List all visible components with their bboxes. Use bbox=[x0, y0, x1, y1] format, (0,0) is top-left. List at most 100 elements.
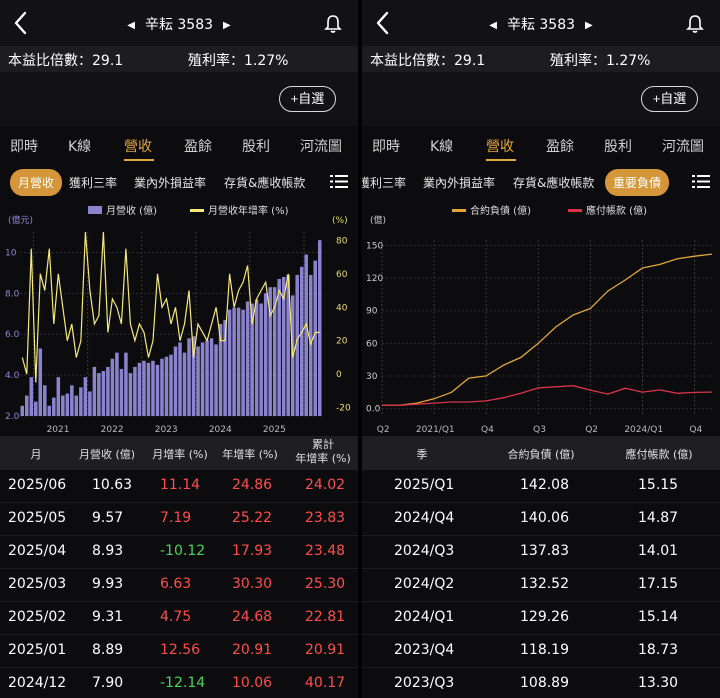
revenue-bar bbox=[47, 405, 52, 416]
monthly-revenue-panel: ◀ 辛耘 3583 ▶ 本益比倍數：29.1 殖利率：1.27% +自選 即時 K線… bbox=[0, 0, 358, 698]
revenue-bar bbox=[25, 395, 29, 416]
cell-month: 2025/05 bbox=[8, 510, 67, 526]
y-left-tick: 4.0 bbox=[5, 371, 20, 381]
tab-earnings[interactable]: 盈餘 bbox=[546, 139, 574, 155]
table-row[interactable]: 2025/02 9.31 4.75 24.68 22.81 bbox=[0, 602, 358, 635]
revenue-bar bbox=[169, 354, 173, 416]
revenue-bar bbox=[259, 303, 263, 416]
tab-realtime[interactable]: 即時 bbox=[372, 139, 400, 155]
tab-kline[interactable]: K線 bbox=[68, 139, 92, 155]
cell-quarter: 2024/Q2 bbox=[394, 576, 455, 592]
revenue-bar bbox=[317, 240, 322, 416]
subtab-key-liabilities[interactable]: 重要負債 bbox=[605, 169, 670, 196]
table-row[interactable]: 2025/06 10.63 11.14 24.86 24.02 bbox=[0, 470, 358, 503]
header-cumulative-yoy: 累計 年增率 (%) bbox=[295, 438, 351, 465]
x-tick: Q4 bbox=[689, 425, 702, 435]
stock-title: 辛耘 3583 bbox=[144, 17, 214, 33]
stock-selector: ◀ 辛耘 3583 ▶ bbox=[0, 14, 358, 34]
revenue-bar bbox=[236, 307, 241, 416]
x-tick: Q3 bbox=[533, 425, 546, 435]
subtab-inventory-receivables[interactable]: 存貨&應收帳款 bbox=[513, 176, 595, 190]
table-row[interactable]: 2024/Q3 137.83 14.01 bbox=[362, 536, 720, 569]
cell-quarter: 2023/Q3 bbox=[394, 675, 455, 691]
prev-stock-icon[interactable]: ◀ bbox=[127, 20, 135, 31]
legend-contract-swatch bbox=[452, 209, 466, 212]
revenue-bar bbox=[79, 387, 83, 416]
add-watchlist-button[interactable]: +自選 bbox=[279, 86, 336, 112]
header-quarter: 季 bbox=[416, 448, 428, 461]
header-yoy: 年增率 (%) bbox=[222, 448, 278, 461]
revenue-bar bbox=[119, 368, 124, 416]
table-row[interactable]: 2025/05 9.57 7.19 25.22 23.83 bbox=[0, 503, 358, 536]
menu-list-icon[interactable] bbox=[330, 174, 348, 189]
revenue-bar bbox=[101, 371, 106, 416]
tab-dividend[interactable]: 股利 bbox=[242, 139, 270, 155]
revenue-bar bbox=[218, 324, 223, 416]
subtab-profit-margins[interactable]: 獲利三率 bbox=[69, 176, 118, 190]
table-row[interactable]: 2025/04 8.93 -10.12 17.93 23.48 bbox=[0, 536, 358, 569]
table-row[interactable]: 2023/Q4 118.19 18.73 bbox=[362, 635, 720, 668]
revenue-bar bbox=[227, 309, 232, 416]
revenue-bar bbox=[74, 395, 79, 416]
legend-yoy-swatch bbox=[190, 209, 204, 212]
bell-icon[interactable] bbox=[324, 14, 342, 34]
next-stock-icon[interactable]: ▶ bbox=[585, 20, 593, 31]
tab-revenue[interactable]: 營收 bbox=[124, 139, 152, 155]
y-right-tick: 80 bbox=[336, 236, 348, 246]
table-row[interactable]: 2024/Q1 129.26 15.14 bbox=[362, 602, 720, 635]
dividend-yield: 殖利率：1.27% bbox=[188, 53, 289, 69]
tab-earnings[interactable]: 盈餘 bbox=[184, 139, 212, 155]
panel-divider bbox=[358, 0, 362, 698]
revenue-bar bbox=[97, 373, 101, 416]
bell-icon[interactable] bbox=[686, 14, 704, 34]
cell-yoy: 10.06 bbox=[232, 675, 273, 691]
menu-list-icon[interactable] bbox=[692, 174, 710, 189]
cell-month: 2025/01 bbox=[8, 642, 67, 658]
tab-river-chart[interactable]: 河流圖 bbox=[300, 139, 342, 155]
cell-quarter: 2025/Q1 bbox=[394, 477, 455, 493]
y-right-tick: 20 bbox=[336, 337, 348, 347]
cell-accounts-payable: 14.01 bbox=[638, 543, 679, 559]
add-watchlist-button[interactable]: +自選 bbox=[641, 86, 698, 112]
prev-stock-icon[interactable]: ◀ bbox=[489, 20, 497, 31]
revenue-bar bbox=[304, 254, 308, 416]
watchlist-area: +自選 bbox=[0, 72, 358, 126]
cell-mom: 7.19 bbox=[160, 510, 192, 526]
active-tab-underline bbox=[124, 159, 154, 161]
next-stock-icon[interactable]: ▶ bbox=[223, 20, 231, 31]
revenue-bar bbox=[106, 366, 110, 416]
revenue-bar bbox=[88, 391, 92, 416]
subtab-inventory-receivables[interactable]: 存貨&應收帳款 bbox=[224, 176, 306, 190]
stock-title: 辛耘 3583 bbox=[506, 17, 576, 33]
table-row[interactable]: 2025/03 9.93 6.63 30.30 25.30 bbox=[0, 569, 358, 602]
cell-cumulative-yoy: 24.02 bbox=[305, 477, 346, 493]
revenue-bar bbox=[241, 309, 245, 416]
revenue-bar bbox=[281, 276, 286, 416]
table-row[interactable]: 2024/12 7.90 -12.14 10.06 40.17 bbox=[0, 668, 358, 698]
x-tick: 2022 bbox=[101, 425, 124, 435]
table-row[interactable]: 2025/Q1 142.08 15.15 bbox=[362, 470, 720, 503]
table-row[interactable]: 2023/Q3 108.89 13.30 bbox=[362, 668, 720, 698]
tab-kline[interactable]: K線 bbox=[430, 139, 454, 155]
tab-dividend[interactable]: 股利 bbox=[604, 139, 632, 155]
pe-ratio: 本益比倍數：29.1 bbox=[370, 53, 486, 69]
tab-river-chart[interactable]: 河流圖 bbox=[662, 139, 704, 155]
tab-realtime[interactable]: 即時 bbox=[10, 139, 38, 155]
back-arrow-icon[interactable] bbox=[10, 10, 32, 36]
table-row[interactable]: 2024/Q4 140.06 14.87 bbox=[362, 503, 720, 536]
subtab-non-operating[interactable]: 業內外損益率 bbox=[134, 176, 207, 190]
tab-revenue[interactable]: 營收 bbox=[486, 139, 514, 155]
subtab-profit-margins[interactable]: 獲利三率 bbox=[362, 176, 407, 190]
cell-cumulative-yoy: 20.91 bbox=[305, 642, 346, 658]
table-row[interactable]: 2025/01 8.89 12.56 20.91 20.91 bbox=[0, 635, 358, 668]
y-tick: 30 bbox=[366, 372, 378, 382]
back-arrow-icon[interactable] bbox=[372, 10, 394, 36]
revenue-bar bbox=[29, 377, 34, 416]
subtab-non-operating[interactable]: 業內外損益率 bbox=[423, 176, 496, 190]
subtab-monthly-revenue[interactable]: 月營收 bbox=[10, 169, 63, 196]
cell-mom: -10.12 bbox=[160, 543, 206, 559]
table-row[interactable]: 2024/Q2 132.52 17.15 bbox=[362, 569, 720, 602]
cell-contract-liabilities: 140.06 bbox=[520, 510, 569, 526]
cell-contract-liabilities: 129.26 bbox=[520, 609, 569, 625]
y-left-unit: (億元) bbox=[8, 214, 33, 226]
